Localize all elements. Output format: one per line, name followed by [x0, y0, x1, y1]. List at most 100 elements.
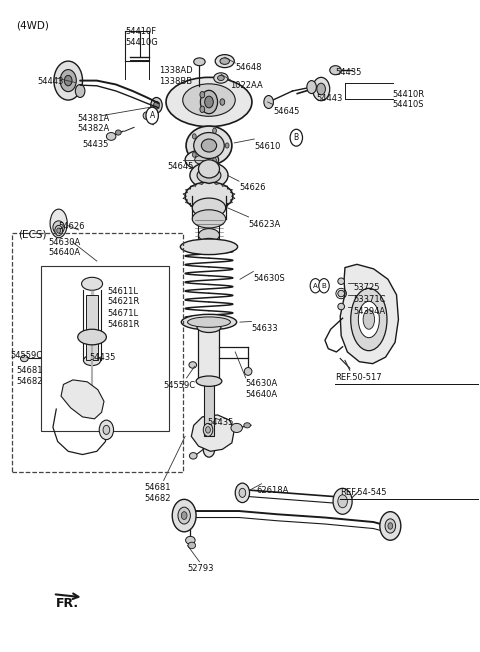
Circle shape [75, 85, 85, 97]
Text: 53371C: 53371C [354, 295, 386, 304]
Ellipse shape [231, 423, 242, 432]
Circle shape [172, 499, 196, 532]
Text: 52793: 52793 [188, 564, 214, 573]
Ellipse shape [21, 355, 28, 362]
Circle shape [213, 128, 216, 133]
Circle shape [103, 425, 110, 434]
Text: 54626: 54626 [239, 183, 265, 192]
Circle shape [235, 483, 250, 503]
Circle shape [380, 512, 401, 541]
Circle shape [333, 488, 352, 514]
Text: 1338AD
1338BB: 1338AD 1338BB [159, 67, 192, 85]
Text: 54611L
54621R: 54611L 54621R [108, 287, 140, 306]
Circle shape [264, 96, 274, 108]
Text: 54645: 54645 [168, 162, 194, 171]
Circle shape [200, 106, 204, 113]
Circle shape [200, 91, 217, 113]
Circle shape [307, 81, 316, 94]
Ellipse shape [199, 239, 219, 251]
Ellipse shape [186, 537, 195, 544]
Text: 54623A: 54623A [249, 220, 281, 229]
Ellipse shape [50, 209, 67, 238]
Text: 54626: 54626 [59, 222, 85, 231]
Text: B: B [322, 283, 326, 289]
Ellipse shape [199, 229, 219, 242]
Ellipse shape [84, 355, 101, 366]
Circle shape [54, 61, 83, 100]
Ellipse shape [186, 126, 232, 165]
Text: 54443: 54443 [316, 95, 343, 103]
Ellipse shape [188, 317, 230, 327]
Ellipse shape [338, 303, 345, 310]
Circle shape [388, 523, 393, 529]
Ellipse shape [359, 301, 379, 338]
Text: REF.54-545: REF.54-545 [340, 488, 387, 497]
Ellipse shape [330, 66, 341, 75]
Circle shape [178, 507, 191, 524]
Circle shape [205, 426, 210, 433]
Ellipse shape [196, 376, 222, 387]
Bar [86, 295, 98, 361]
Circle shape [290, 129, 302, 146]
Ellipse shape [217, 76, 224, 81]
Text: B: B [294, 133, 299, 142]
Bar [12, 233, 183, 472]
Circle shape [60, 70, 76, 92]
Ellipse shape [351, 288, 387, 351]
Ellipse shape [53, 221, 64, 234]
Ellipse shape [194, 58, 205, 66]
Text: 54671L
54681R: 54671L 54681R [108, 309, 140, 329]
Text: 62618A: 62618A [257, 486, 289, 495]
Ellipse shape [185, 150, 218, 170]
Ellipse shape [116, 130, 121, 135]
Ellipse shape [338, 278, 345, 284]
Ellipse shape [190, 452, 197, 459]
Ellipse shape [194, 132, 224, 158]
Ellipse shape [220, 58, 229, 65]
Text: 54630A
54640A: 54630A 54640A [246, 379, 278, 398]
Text: 54630A
54640A: 54630A 54640A [48, 238, 81, 257]
Ellipse shape [143, 111, 151, 119]
Ellipse shape [244, 422, 251, 428]
Text: 54394A: 54394A [354, 307, 386, 316]
Circle shape [200, 91, 204, 98]
Circle shape [310, 278, 321, 293]
Circle shape [319, 278, 329, 293]
Ellipse shape [201, 139, 216, 152]
Ellipse shape [190, 162, 228, 188]
Ellipse shape [180, 239, 238, 254]
Circle shape [203, 441, 215, 457]
Polygon shape [61, 380, 104, 419]
Circle shape [338, 495, 348, 508]
Ellipse shape [185, 182, 233, 211]
Text: 54435: 54435 [207, 418, 234, 427]
Text: 54633: 54633 [252, 324, 278, 333]
Circle shape [151, 97, 162, 113]
Polygon shape [340, 264, 398, 364]
Ellipse shape [338, 290, 345, 297]
Bar [40, 265, 169, 431]
Text: FR.: FR. [56, 597, 79, 610]
Ellipse shape [82, 277, 103, 290]
Text: 1022AA: 1022AA [230, 81, 263, 89]
Ellipse shape [199, 160, 219, 178]
Circle shape [64, 76, 72, 86]
Circle shape [203, 423, 213, 436]
Text: A: A [150, 111, 155, 120]
Circle shape [55, 226, 62, 236]
Circle shape [312, 78, 330, 100]
Ellipse shape [195, 155, 209, 164]
Text: (ECS): (ECS) [18, 230, 47, 240]
Bar [204, 381, 214, 436]
Text: 54410R
54410S: 54410R 54410S [393, 90, 425, 109]
Circle shape [220, 98, 225, 105]
Text: 54559C: 54559C [164, 381, 196, 389]
Text: 54610: 54610 [254, 141, 281, 151]
Circle shape [146, 107, 158, 124]
Circle shape [181, 512, 187, 520]
Ellipse shape [197, 168, 221, 183]
Polygon shape [192, 415, 234, 451]
Text: 54410F
54410G: 54410F 54410G [125, 27, 158, 47]
Text: REF.50-517: REF.50-517 [336, 374, 382, 382]
Circle shape [317, 83, 325, 95]
